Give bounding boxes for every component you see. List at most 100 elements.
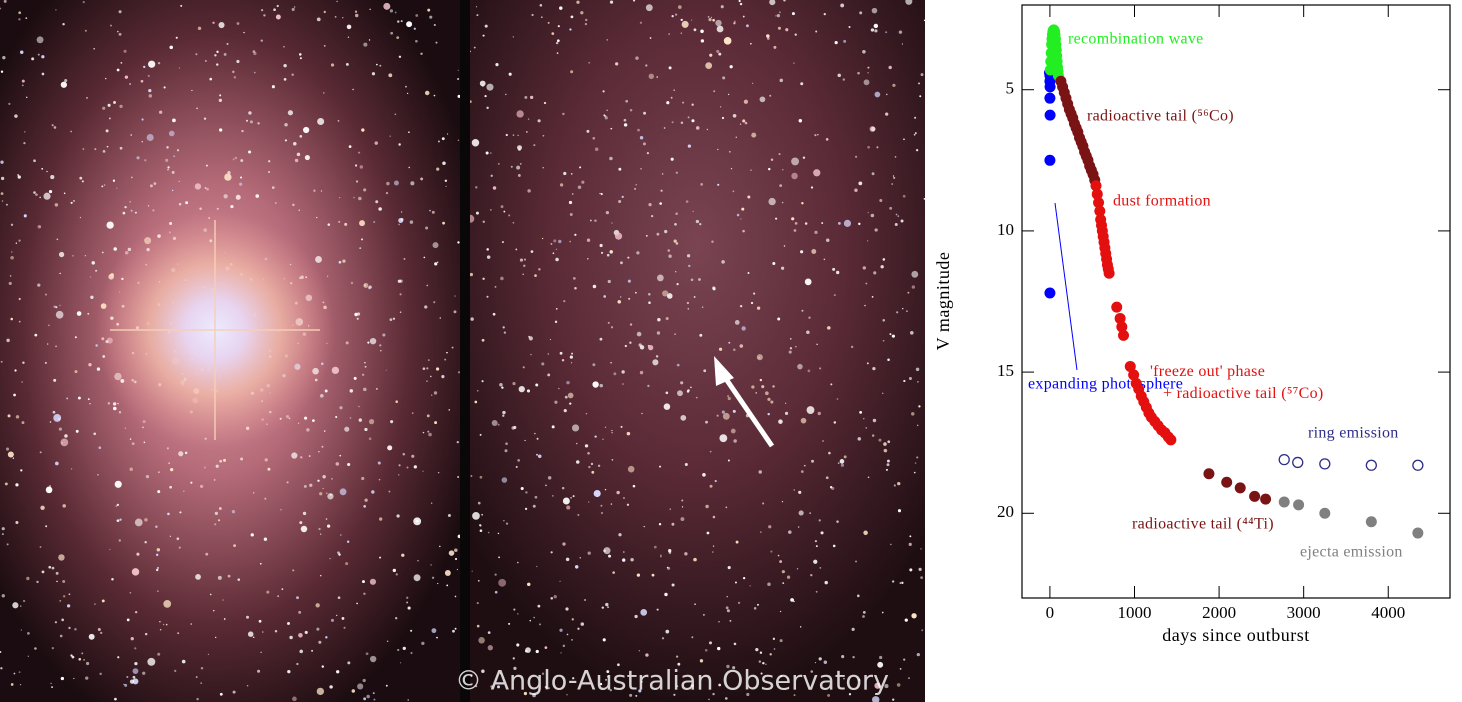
star xyxy=(237,578,240,581)
star xyxy=(262,631,264,633)
star xyxy=(423,257,425,259)
star xyxy=(536,454,538,456)
star xyxy=(482,278,484,280)
chart: days since outburst V magnitude 01000200… xyxy=(933,5,1450,645)
star xyxy=(504,449,507,452)
star xyxy=(705,505,708,508)
star xyxy=(415,14,418,17)
star xyxy=(315,603,319,607)
star xyxy=(354,313,357,316)
star xyxy=(248,631,254,637)
star xyxy=(815,31,817,33)
star xyxy=(493,313,496,316)
star xyxy=(485,25,488,28)
star xyxy=(255,194,259,198)
star xyxy=(317,688,324,695)
star xyxy=(652,359,658,365)
star xyxy=(708,699,710,701)
star xyxy=(611,430,612,431)
star xyxy=(457,569,458,570)
star xyxy=(395,113,397,115)
star xyxy=(131,637,134,640)
star xyxy=(285,139,287,141)
star xyxy=(61,619,64,622)
star xyxy=(277,5,279,7)
star xyxy=(814,134,816,136)
star xyxy=(603,638,606,641)
star xyxy=(694,296,696,298)
star xyxy=(56,572,59,575)
star xyxy=(298,611,301,614)
star xyxy=(673,89,675,91)
star xyxy=(90,296,93,299)
star xyxy=(353,197,354,198)
star xyxy=(317,480,319,482)
star xyxy=(505,442,508,445)
star xyxy=(210,594,212,596)
star xyxy=(602,439,603,440)
star xyxy=(78,397,81,400)
star xyxy=(481,514,483,516)
star xyxy=(179,547,181,549)
star xyxy=(172,171,175,174)
star xyxy=(495,63,498,66)
star xyxy=(195,53,197,55)
star xyxy=(637,332,642,337)
star xyxy=(363,283,368,288)
star xyxy=(23,600,25,602)
star xyxy=(882,612,884,614)
star xyxy=(736,137,737,138)
star xyxy=(556,249,558,251)
star xyxy=(169,486,172,489)
star xyxy=(634,615,637,618)
star xyxy=(824,581,827,584)
data-point xyxy=(1221,477,1232,488)
star xyxy=(425,91,429,95)
star xyxy=(359,418,362,421)
star xyxy=(594,219,597,222)
star xyxy=(81,652,83,654)
star xyxy=(327,524,330,527)
star xyxy=(22,421,25,424)
star xyxy=(584,599,586,601)
star xyxy=(2,594,5,597)
star xyxy=(73,678,74,679)
star xyxy=(901,582,903,584)
star xyxy=(769,95,771,97)
star xyxy=(739,0,741,2)
star xyxy=(618,168,621,171)
star xyxy=(157,490,160,493)
star xyxy=(647,152,649,154)
star xyxy=(191,90,192,91)
star xyxy=(457,441,459,443)
star xyxy=(113,180,115,182)
star xyxy=(885,113,888,116)
star xyxy=(233,691,236,694)
star xyxy=(121,62,123,64)
star xyxy=(720,106,721,107)
star xyxy=(687,390,689,392)
star xyxy=(280,509,281,510)
data-point xyxy=(1366,460,1376,470)
star xyxy=(109,549,110,550)
star xyxy=(535,383,538,386)
star xyxy=(722,411,725,414)
star xyxy=(266,591,269,594)
star xyxy=(747,195,750,198)
star xyxy=(24,131,25,132)
star xyxy=(299,521,302,524)
star xyxy=(502,411,505,414)
star xyxy=(826,138,829,141)
star xyxy=(364,498,367,501)
star xyxy=(800,82,803,85)
star xyxy=(158,471,160,473)
star xyxy=(500,277,504,281)
star xyxy=(328,223,331,226)
star xyxy=(629,342,631,344)
star xyxy=(407,93,408,94)
star xyxy=(581,622,584,625)
star xyxy=(536,650,539,653)
star xyxy=(45,525,47,527)
star xyxy=(699,223,701,225)
star xyxy=(736,541,739,544)
